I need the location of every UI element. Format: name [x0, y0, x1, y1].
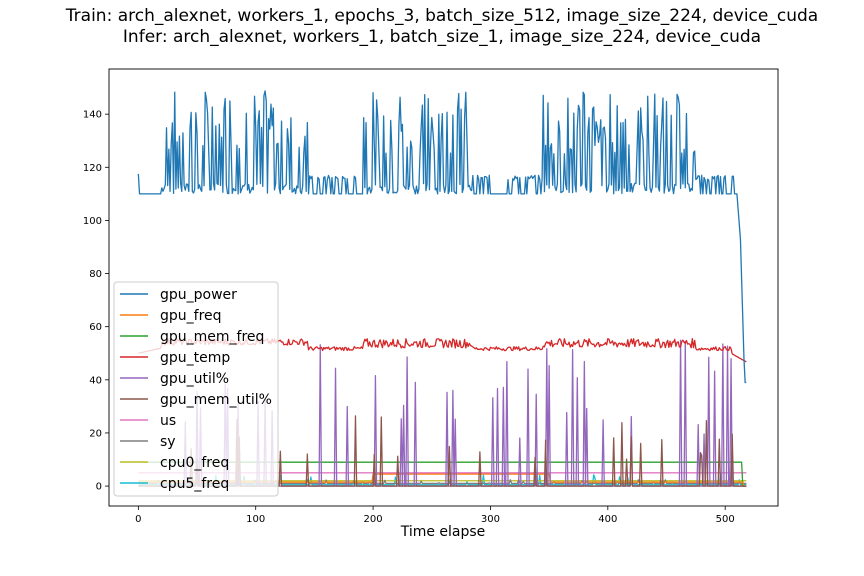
legend-label: us [160, 413, 176, 429]
y-tick-label: 100 [83, 216, 102, 227]
legend-label: gpu_mem_util% [160, 392, 272, 408]
legend-label: gpu_power [160, 287, 237, 303]
y-tick-label: 0 [96, 482, 102, 493]
legend-label: gpu_temp [160, 350, 230, 366]
legend-label: gpu_mem_freq [160, 329, 264, 345]
legend-label: cpu5_freq [160, 476, 229, 492]
x-tick-label: 300 [481, 514, 500, 525]
x-tick-label: 200 [364, 514, 383, 525]
x-tick-label: 500 [716, 514, 735, 525]
legend: gpu_power gpu_freq gpu_mem_freq gpu_tempgpu… [113, 281, 279, 497]
y-tick-label: 80 [89, 269, 102, 280]
chart-title-line-2: Infer: arch_alexnet, workers_1, batch_si… [123, 27, 761, 47]
x-axis-label: Time elapse [400, 524, 486, 540]
legend-label: cpu0_freq [160, 455, 229, 471]
y-tick-label: 60 [89, 322, 102, 333]
x-tick-label: 0 [135, 514, 141, 525]
y-tick-label: 120 [83, 163, 102, 174]
legend-label: sy [160, 434, 176, 450]
legend-label: gpu_util% [160, 371, 229, 387]
x-axis-ticks: 0 100 200 300 400 500 [135, 506, 735, 525]
x-tick-label: 400 [598, 514, 617, 525]
legend-box [113, 281, 279, 497]
chart-title-line-1: Train: arch_alexnet, workers_1, epochs_3… [65, 6, 818, 26]
y-axis-ticks: 0 20 40 60 80 100 120 140 [83, 110, 109, 493]
y-tick-label: 140 [83, 110, 102, 121]
y-tick-label: 20 [89, 428, 102, 439]
y-tick-label: 40 [89, 375, 102, 386]
legend-items: gpu_power gpu_freq gpu_mem_freq gpu_tempgpu… [120, 287, 272, 492]
x-tick-label: 100 [246, 514, 265, 525]
plot-frame [108, 68, 779, 507]
series-line-gpu-power [137, 90, 747, 384]
legend-label: gpu_freq [160, 308, 222, 324]
